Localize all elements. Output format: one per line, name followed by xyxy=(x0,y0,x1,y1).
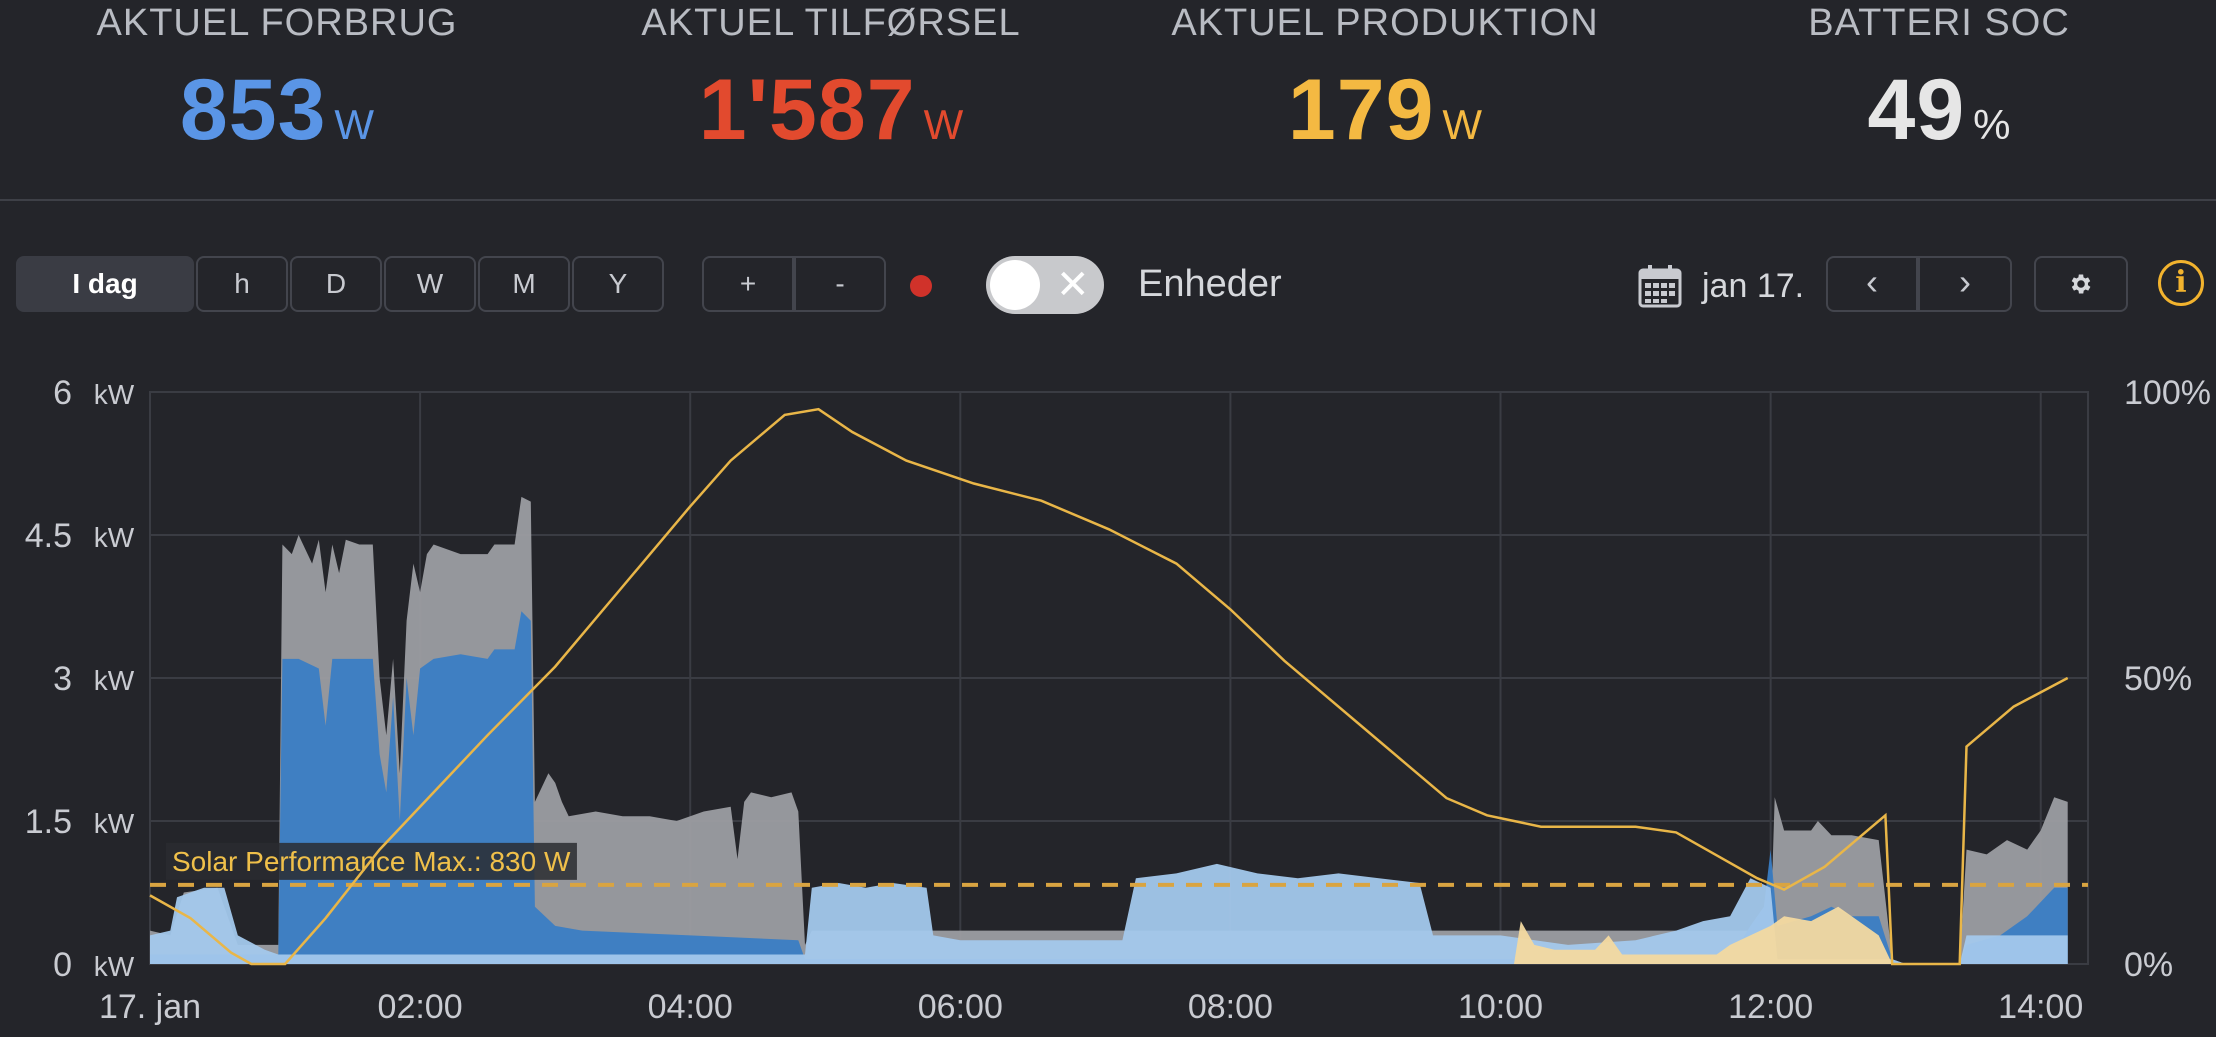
y-tick-label-left: 3 xyxy=(53,660,72,698)
metric-unit: W xyxy=(1442,101,1483,148)
metric-consumption: AKTUEL FORBRUG 853 W xyxy=(0,0,554,160)
chevron-left-icon: ‹ xyxy=(1866,261,1878,302)
zoom-out-button[interactable]: - xyxy=(794,256,886,312)
series-line-battery_soc xyxy=(149,407,2069,966)
x-tick-label: 12:00 xyxy=(1728,988,1813,1026)
chevron-right-icon: › xyxy=(1959,261,1971,302)
period-button-today[interactable]: I dag xyxy=(16,256,194,312)
period-button-week[interactable]: W xyxy=(384,256,476,312)
devices-toggle-label: Enheder xyxy=(1138,263,1282,305)
metric-title: BATTERI SOC xyxy=(1808,2,2070,44)
energy-chart: 0 kW 1.5 kW 3 kW 4.5 kW 6 kW 17. jan 02:00 04:00 06:0… xyxy=(25,374,2211,1026)
y-tick-label-left: 0 xyxy=(53,946,72,984)
series-area-production xyxy=(150,906,2068,964)
y-tick-label-left: 4.5 xyxy=(25,517,72,555)
date-label[interactable]: jan 17. xyxy=(1702,267,1805,305)
y-tick-unit-left: kW xyxy=(94,379,135,410)
settings-button[interactable] xyxy=(2034,256,2128,312)
y-tick-label-left: 6 xyxy=(53,374,72,412)
y-tick-unit-left: kW xyxy=(94,522,135,553)
chart-toolbar: I dag h D W M Y + - ✕ Enheder jan 17. ‹ … xyxy=(0,254,2216,316)
x-tick-label: 08:00 xyxy=(1188,988,1273,1026)
metric-unit: W xyxy=(923,101,964,148)
y-tick-label-left: 1.5 xyxy=(25,803,72,841)
y-tick-unit-left: kW xyxy=(94,951,135,982)
x-tick-label: 10:00 xyxy=(1458,988,1543,1026)
zoom-in-button[interactable]: + xyxy=(702,256,794,312)
toggle-knob xyxy=(990,260,1040,310)
y-tick-label-right: 50% xyxy=(2124,660,2192,698)
period-button-hour[interactable]: h xyxy=(196,256,288,312)
period-button-month[interactable]: M xyxy=(478,256,570,312)
prev-day-button[interactable]: ‹ xyxy=(1826,256,1918,312)
x-tick-label: 06:00 xyxy=(918,988,1003,1026)
record-indicator xyxy=(910,275,932,297)
metric-title: AKTUEL PRODUKTION xyxy=(1171,2,1599,44)
x-tick-label: 04:00 xyxy=(648,988,733,1026)
metric-value: 853 xyxy=(179,62,327,158)
metric-value: 179 xyxy=(1287,62,1435,158)
x-tick-label: 14:00 xyxy=(1998,988,2083,1026)
devices-toggle[interactable]: ✕ xyxy=(986,256,1104,314)
info-icon[interactable]: i xyxy=(2158,260,2204,306)
x-tick-label: 17. jan xyxy=(99,988,201,1026)
metric-value: 1'587 xyxy=(698,62,916,158)
metrics-header: AKTUEL FORBRUG 853 W AKTUEL TILFØRSEL 1'5… xyxy=(0,0,2216,201)
metric-title: AKTUEL TILFØRSEL xyxy=(641,2,1021,44)
series-area-grid_total xyxy=(150,496,2068,964)
series-area-consumption xyxy=(150,611,2068,964)
period-button-year[interactable]: Y xyxy=(572,256,664,312)
calendar-icon[interactable] xyxy=(1638,264,1682,308)
y-tick-label-right: 0% xyxy=(2124,946,2173,984)
metric-unit: % xyxy=(1973,101,2011,148)
x-tick-label: 02:00 xyxy=(378,988,463,1026)
close-icon: ✕ xyxy=(1056,263,1090,307)
next-day-button[interactable]: › xyxy=(1918,256,2012,312)
gear-icon xyxy=(2071,274,2091,294)
metric-title: AKTUEL FORBRUG xyxy=(96,2,458,44)
series-area-battery xyxy=(150,863,2068,964)
metric-value: 49 xyxy=(1867,62,1966,158)
period-button-day[interactable]: D xyxy=(290,256,382,312)
metric-unit: W xyxy=(334,101,375,148)
y-tick-label-right: 100% xyxy=(2124,374,2211,412)
y-tick-unit-left: kW xyxy=(94,665,135,696)
metric-production: AKTUEL PRODUKTION 179 W xyxy=(1108,0,1662,160)
metric-grid-supply: AKTUEL TILFØRSEL 1'587 W xyxy=(554,0,1108,160)
metric-battery-soc: BATTERI SOC 49% xyxy=(1662,0,2216,160)
y-tick-unit-left: kW xyxy=(94,808,135,839)
